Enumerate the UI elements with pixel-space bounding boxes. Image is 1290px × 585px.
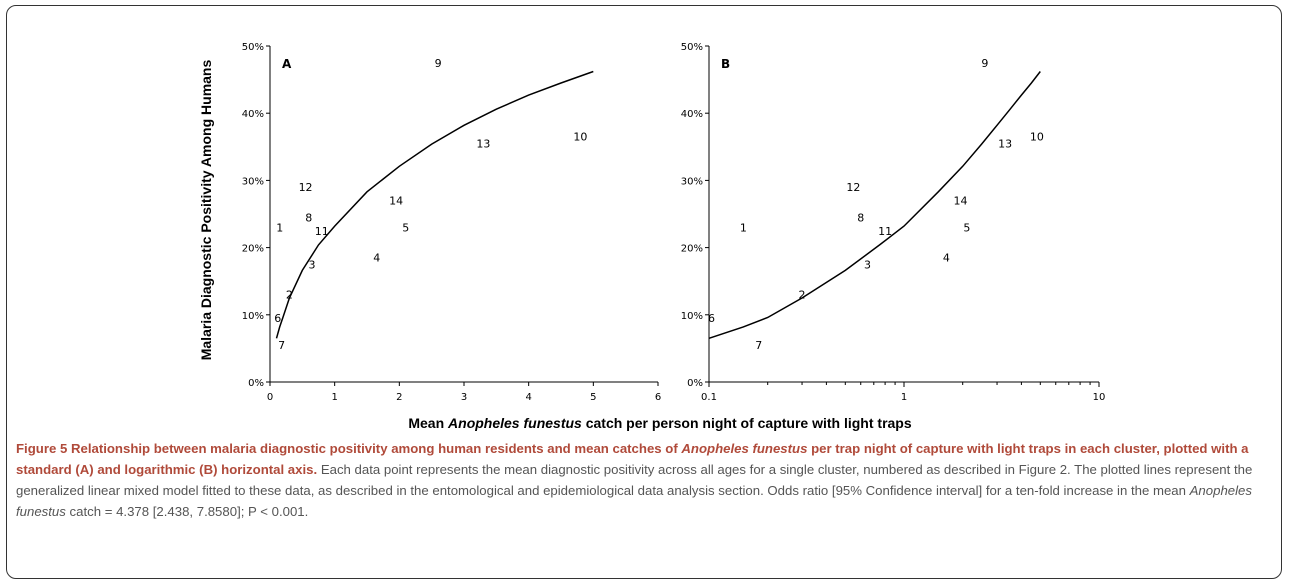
data-point-label: 3 (309, 258, 316, 271)
x-axis-label: Mean Anopheles funestus catch per person… (408, 415, 912, 431)
x-tick-label: 6 (655, 392, 661, 403)
data-point-label: 6 (708, 312, 715, 325)
panel-label: B (721, 57, 730, 71)
fitted-model-line (708, 71, 1041, 340)
x-tick-label: 1 (331, 392, 337, 403)
figure-frame (6, 5, 1282, 579)
data-point-label: 7 (278, 339, 285, 352)
data-point-label: 10 (1030, 131, 1044, 144)
data-point-label: 2 (799, 289, 806, 302)
x-tick-label: 3 (461, 392, 467, 403)
data-point-label: 9 (981, 57, 988, 70)
data-point-label: 10 (573, 131, 587, 144)
x-tick-label: 0 (267, 392, 273, 403)
data-point-label: 7 (755, 339, 762, 352)
data-point-label: 8 (857, 211, 864, 224)
data-point-label: 12 (846, 181, 860, 194)
y-tick-label: 50% (681, 42, 703, 53)
y-tick-label: 40% (242, 109, 264, 120)
data-point-label: 13 (998, 137, 1012, 150)
panel-label: A (282, 57, 292, 71)
y-tick-label: 10% (681, 311, 703, 322)
y-tick-label: 20% (681, 244, 703, 255)
y-tick-label: 20% (242, 244, 264, 255)
data-point-label: 5 (402, 221, 409, 234)
data-point-label: 6 (274, 312, 281, 325)
x-tick-label: 5 (590, 392, 596, 403)
data-point-label: 14 (954, 195, 968, 208)
data-point-label: 9 (435, 57, 442, 70)
y-tick-label: 10% (242, 311, 264, 322)
x-tick-label: 1 (901, 392, 907, 403)
y-tick-label: 0% (687, 378, 703, 389)
figure-caption: Figure 5 Relationship between malaria di… (16, 441, 1253, 519)
chart-panel-a: 0%10%20%30%40%50%0 1 2 3 4 5 6A123456789101112… (242, 42, 661, 403)
data-point-label: 11 (315, 225, 329, 238)
chart-panel-b: 0%10%20%30%40%50%0.1 1 10B1234567891011121… (681, 42, 1106, 403)
data-point-label: 14 (389, 195, 403, 208)
data-point-label: 3 (864, 258, 871, 271)
fitted-model-line (275, 70, 594, 339)
data-point-label: 4 (943, 252, 950, 265)
data-point-label: 1 (740, 221, 747, 234)
data-point-label: 13 (476, 137, 490, 150)
x-tick-label: 10 (1093, 392, 1106, 403)
data-point-label: 12 (299, 181, 313, 194)
y-tick-label: 50% (242, 42, 264, 53)
y-tick-label: 40% (681, 109, 703, 120)
caption-title: Figure 5 Relationship between malaria di… (16, 441, 1249, 477)
x-tick-label: 0.1 (701, 392, 717, 403)
y-tick-label: 30% (242, 176, 264, 187)
y-tick-label: 30% (681, 176, 703, 187)
caption-body: Each data point represents the mean diag… (16, 462, 1253, 498)
x-tick-label: 4 (525, 392, 531, 403)
data-point-label: 5 (963, 221, 970, 234)
y-tick-label: 0% (248, 378, 264, 389)
x-tick-label: 2 (396, 392, 402, 403)
data-point-label: 11 (878, 225, 892, 238)
data-point-label: 4 (373, 252, 380, 265)
data-point-label: 2 (286, 289, 293, 302)
data-point-label: 8 (305, 211, 312, 224)
data-point-label: 1 (276, 221, 283, 234)
